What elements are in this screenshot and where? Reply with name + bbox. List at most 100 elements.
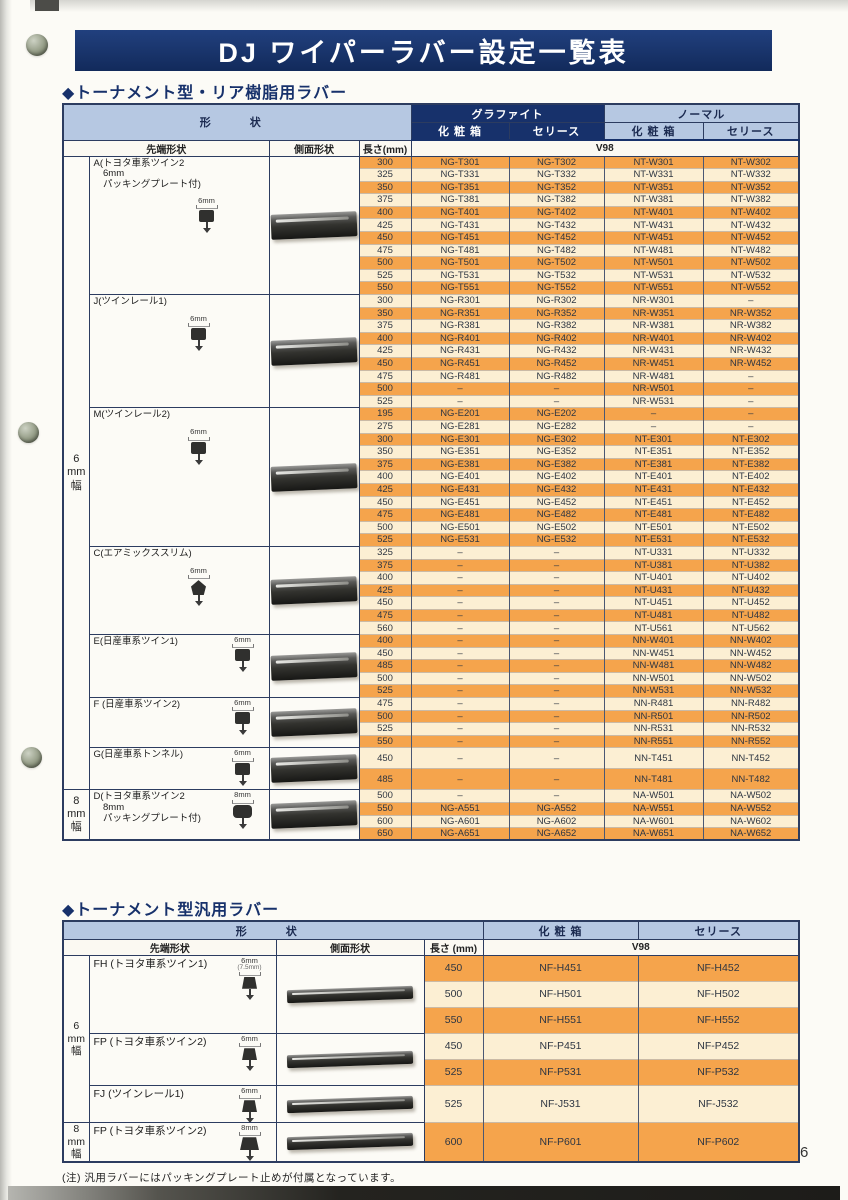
product-code-cell: NN-R552 xyxy=(702,734,800,749)
length-cell: 325 xyxy=(358,545,412,560)
product-code-cell: NG-T302 xyxy=(508,155,605,170)
product-code-cell: NR-W501 xyxy=(603,382,704,396)
scan-edge-left xyxy=(0,0,12,1200)
product-code-cell: NT-U432 xyxy=(702,583,800,598)
product-code-cell: NT-W382 xyxy=(702,193,800,207)
tip-shape-icon: 6mm (7.5mm) xyxy=(232,957,268,1000)
product-code-cell: NG-A601 xyxy=(410,814,510,829)
product-code-cell: NT-E381 xyxy=(603,457,704,472)
wiper-blade-photo xyxy=(286,1133,414,1151)
table-row: 375– – NT-U381 NT-U382 xyxy=(63,558,800,573)
product-code-cell: NR-W352 xyxy=(702,306,800,321)
product-code-cell: NT-W401 xyxy=(603,205,704,220)
product-code-cell: NT-E501 xyxy=(603,520,704,535)
length-cell: 350 xyxy=(358,180,412,195)
product-code-cell: NG-E282 xyxy=(508,419,605,434)
product-code-cell: NT-U452 xyxy=(702,596,800,610)
length-cell: 450 xyxy=(358,357,412,371)
table-row: FP (トヨタ車系ツイン2) 6mm 450 NF-P451 NF-P452 xyxy=(63,1033,800,1086)
header-length: 長さ (mm) xyxy=(423,939,484,956)
scan-edge-top xyxy=(30,0,848,12)
tip-head-shape xyxy=(235,649,250,662)
product-code-cell: NA-W601 xyxy=(603,814,704,829)
product-code-cell: NG-T482 xyxy=(508,243,605,258)
product-code-cell: – xyxy=(508,583,605,598)
product-code-cell: NG-E402 xyxy=(508,470,605,484)
tip-head-shape xyxy=(191,580,206,596)
product-code-cell: NT-U451 xyxy=(603,596,704,610)
product-code-cell: – xyxy=(410,722,510,736)
length-cell: 450 xyxy=(358,646,412,661)
product-code-cell: NT-E532 xyxy=(702,533,800,547)
table-row: 600 NG-A601 NG-A602 NA-W601 NA-W602 xyxy=(63,814,800,829)
product-code-cell: NG-E401 xyxy=(410,470,510,484)
length-cell: 500 xyxy=(358,709,412,724)
product-code-cell: NT-W531 xyxy=(603,268,704,283)
table-row: 500– – NR-W501– xyxy=(63,382,800,396)
length-cell: 550 xyxy=(358,734,412,749)
header-tip-shape: 先端形状 xyxy=(62,939,277,956)
product-code-cell: NG-E381 xyxy=(410,457,510,472)
table-row: 485– – NN-T481 NN-T482 xyxy=(63,768,800,791)
dimension-bracket xyxy=(238,1095,261,1100)
product-code-cell: – xyxy=(508,558,605,573)
product-code-cell: NF-H502 xyxy=(637,981,800,1008)
product-code-cell: NG-E431 xyxy=(410,482,510,497)
product-code-cell: NT-U482 xyxy=(702,608,800,623)
product-code-cell: – xyxy=(603,407,704,421)
length-cell: 375 xyxy=(358,193,412,207)
tip-pin-shape xyxy=(194,453,203,465)
product-code-cell: NT-W431 xyxy=(603,218,704,233)
tip-shape-icon: 6mm xyxy=(181,428,217,465)
product-code-cell: NN-R531 xyxy=(603,722,704,736)
product-code-cell: NG-A602 xyxy=(508,814,605,829)
product-code-cell: NF-H452 xyxy=(637,955,800,982)
product-code-cell: NG-T502 xyxy=(508,256,605,270)
dimension-bracket xyxy=(187,575,210,580)
table-row: 425 NG-R431 NG-R432 NR-W431 NR-W432 xyxy=(63,344,800,358)
scan-edge-bottom xyxy=(8,1186,840,1200)
product-code-cell: – xyxy=(410,382,510,396)
table-row: 525 NF-P531 NF-P532 xyxy=(63,1059,800,1086)
product-code-cell: NR-W481 xyxy=(603,369,704,384)
table-row: 550 NG-A551 NG-A552 NA-W551 NA-W552 xyxy=(63,802,800,816)
header-tip-shape: 先端形状 xyxy=(62,139,270,157)
product-code-cell: NA-W602 xyxy=(702,814,800,829)
side-shape-cell xyxy=(268,294,360,409)
side-shape-cell xyxy=(268,155,360,296)
product-code-cell: NT-W302 xyxy=(702,155,800,170)
product-code-cell: – xyxy=(410,709,510,724)
product-code-cell: NN-R481 xyxy=(603,697,704,711)
tip-head-shape xyxy=(191,328,206,341)
punch-hole xyxy=(21,747,42,768)
product-code-cell: NT-W432 xyxy=(702,218,800,233)
product-code-cell: NR-W301 xyxy=(603,294,704,308)
product-code-cell: NN-W481 xyxy=(603,659,704,673)
product-code-cell: – xyxy=(508,394,605,409)
wiper-blade-photo xyxy=(270,210,358,240)
table-row: C(エアミックススリム) 6mm 325– – NT-U331 NT-U332 xyxy=(63,545,800,636)
table-row: 450 NG-E451 NG-E452 NT-E451 NT-E452 xyxy=(63,495,800,510)
tip-shape-cell: FP (トヨタ車系ツイン2) 6mm xyxy=(88,1033,277,1086)
table-row: 425– – NT-U431 NT-U432 xyxy=(63,583,800,598)
product-code-cell: NG-E281 xyxy=(410,419,510,434)
product-code-cell: NG-T381 xyxy=(410,193,510,207)
product-code-cell: NT-E402 xyxy=(702,470,800,484)
table2-body: 6 mm 幅 FH (トヨタ車系ツイン1) 6mm (7.5mm) 450 NF-H451 NF… xyxy=(62,955,800,1163)
tip-pin-shape xyxy=(238,817,247,829)
product-code-cell: NA-W501 xyxy=(603,789,704,803)
section2-title: ◆トーナメント型汎用ラバー xyxy=(62,902,280,919)
tip-pin-shape xyxy=(238,661,247,673)
product-code-cell: NT-W552 xyxy=(702,281,800,296)
length-cell: 450 xyxy=(358,231,412,245)
product-code-cell: – xyxy=(508,659,605,673)
product-code-cell: NT-W452 xyxy=(702,231,800,245)
product-code-cell: – xyxy=(508,545,605,560)
tip-dimension-label: 6mm xyxy=(234,635,251,645)
header-graphite: グラファイト xyxy=(410,103,605,123)
table-row: 485– – NN-W481 NN-W482 xyxy=(63,659,800,673)
product-code-cell: – xyxy=(508,621,605,636)
header-length: 長さ(mm) xyxy=(358,139,412,157)
product-code-cell: NN-R532 xyxy=(702,722,800,736)
product-code-cell: NF-P451 xyxy=(482,1033,639,1060)
